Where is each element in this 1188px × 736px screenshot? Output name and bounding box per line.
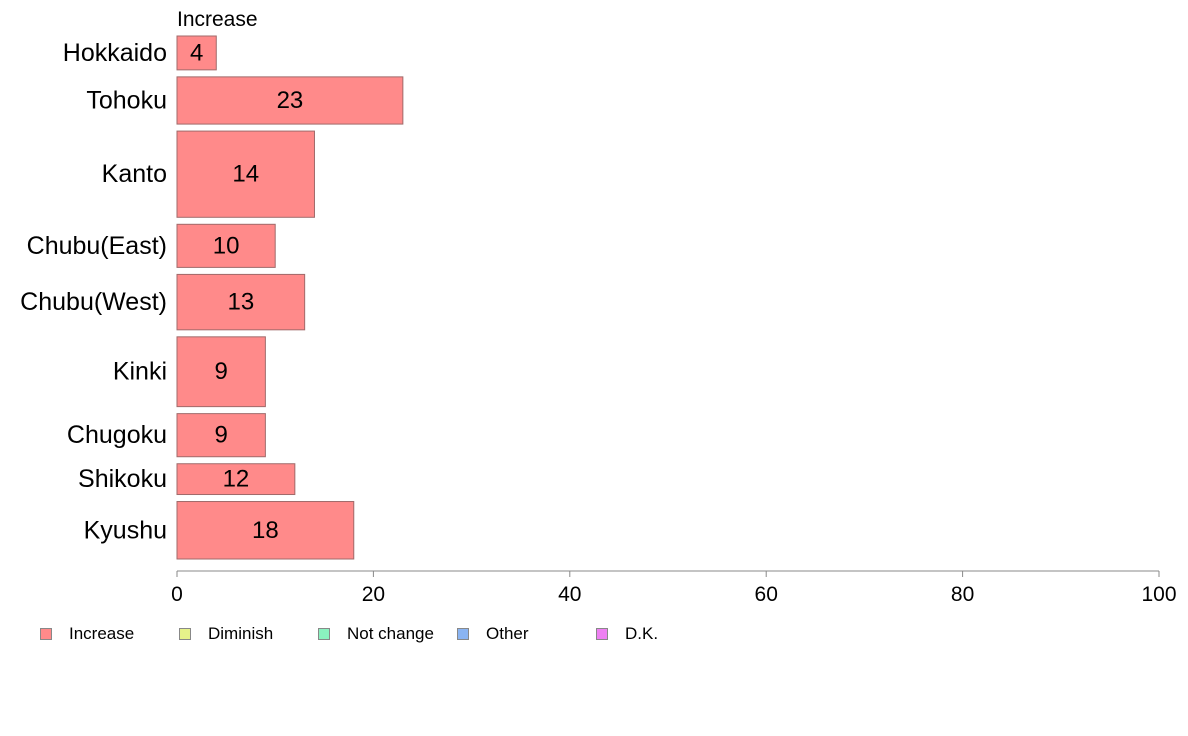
data-label-hokkaido: 4 [190, 39, 203, 66]
legend-label-diminish: Diminish [208, 624, 274, 643]
data-label-kinki: 9 [215, 358, 228, 385]
x-tick-label-40: 40 [558, 583, 581, 606]
category-label-chubu-east: Chubu(East) [27, 232, 167, 260]
bar-chubu-west [176, 273, 306, 331]
bar-kanto [176, 130, 315, 218]
x-tick-label-20: 20 [362, 583, 385, 606]
legend-label-not-change: Not change [347, 624, 434, 643]
legend-item-dk: D.K. [596, 624, 658, 644]
bar-tohoku [176, 76, 404, 125]
data-label-kyushu: 18 [252, 517, 279, 544]
category-label-chugoku: Chugoku [67, 421, 167, 449]
category-label-shikoku: Shikoku [78, 465, 167, 493]
bar-shikoku [176, 463, 296, 496]
legend-label-increase: Increase [69, 624, 135, 643]
category-label-tohoku: Tohoku [86, 86, 167, 114]
series-label: Increase [177, 8, 258, 31]
data-label-chugoku: 9 [215, 422, 228, 449]
legend-swatch-dk [596, 628, 608, 640]
data-label-shikoku: 12 [223, 466, 250, 493]
data-label-chubu-west: 13 [227, 289, 254, 316]
category-label-kinki: Kinki [113, 358, 167, 386]
bar-kinki [176, 336, 266, 408]
legend-item-increase: Increase [40, 624, 134, 644]
x-tick-label-80: 80 [951, 583, 974, 606]
bar-hokkaido [176, 35, 217, 71]
data-label-tohoku: 23 [277, 87, 304, 114]
bar-chugoku [176, 413, 266, 458]
x-tick-label-0: 0 [171, 583, 183, 606]
category-label-hokkaido: Hokkaido [63, 39, 167, 67]
legend-swatch-other [457, 628, 469, 640]
data-label-kanto: 14 [232, 161, 259, 188]
legend-swatch-not-change [318, 628, 330, 640]
legend-label-dk: D.K. [625, 624, 659, 643]
legend-item-not-change: Not change [318, 624, 434, 644]
legend-label-other: Other [486, 624, 529, 643]
legend-swatch-increase [40, 628, 52, 640]
bar-kyushu [176, 501, 355, 560]
category-label-kanto: Kanto [102, 160, 167, 188]
legend-swatch-diminish [179, 628, 191, 640]
data-label-chubu-east: 10 [213, 232, 240, 259]
legend-item-other: Other [457, 624, 529, 644]
bar-chubu-east [176, 223, 276, 268]
x-tick-label-60: 60 [755, 583, 778, 606]
category-label-chubu-west: Chubu(West) [20, 288, 167, 316]
x-tick-label-100: 100 [1141, 583, 1176, 606]
category-label-kyushu: Kyushu [84, 516, 167, 544]
legend-item-diminish: Diminish [179, 624, 273, 644]
